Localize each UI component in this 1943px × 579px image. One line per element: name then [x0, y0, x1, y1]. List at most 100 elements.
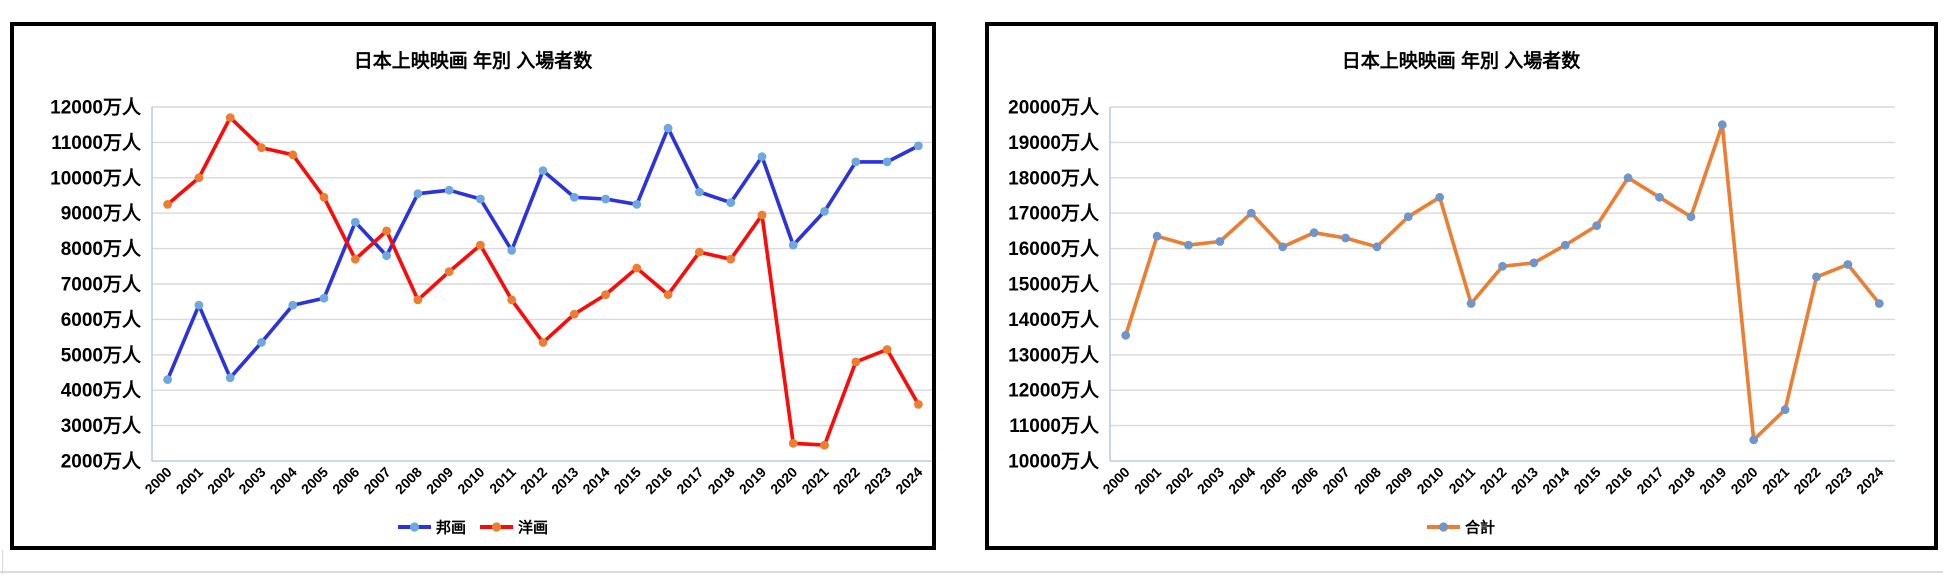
data-point-marker — [1749, 435, 1759, 445]
y-tick-label: 10000万人 — [1008, 451, 1100, 473]
x-tick-label: 2010 — [1413, 464, 1446, 497]
data-point-marker — [194, 173, 204, 183]
y-tick-label: 5000万人 — [61, 344, 142, 366]
x-tick-label: 2013 — [1508, 464, 1541, 497]
x-tick-label: 2008 — [1351, 464, 1384, 497]
data-point-marker — [851, 357, 861, 367]
x-tick-label: 2013 — [548, 464, 581, 497]
data-point-marker — [601, 194, 610, 204]
data-point-marker — [914, 400, 923, 409]
x-tick-label: 2016 — [642, 464, 675, 497]
x-tick-label: 2010 — [454, 464, 487, 497]
x-tick-label: 2015 — [611, 464, 644, 497]
y-tick-label: 7000万人 — [61, 274, 142, 296]
data-point-marker — [194, 300, 204, 310]
data-point-marker — [163, 200, 173, 209]
x-tick-label: 2007 — [360, 464, 393, 497]
line-chart-svg: 日本上映映画 年別 入場者数 10000万人 11000万人 12000万人 13000… — [1008, 49, 1895, 537]
data-point-marker — [350, 254, 360, 264]
x-tick-label: 2019 — [1696, 464, 1729, 497]
data-point-marker — [882, 157, 892, 167]
data-point-marker — [350, 217, 360, 227]
data-point-marker — [288, 150, 298, 160]
y-tick-label: 20000万人 — [1008, 97, 1100, 119]
data-point-marker — [632, 263, 642, 273]
y-tick-label: 2000万人 — [61, 451, 142, 473]
chart-attendance-domestic-foreign[interactable]: 日本上映映画 年別 入場者数 2000万人 3000万人 4000万人 5000万人 60… — [10, 22, 936, 550]
y-tick-label: 14000万人 — [1008, 309, 1100, 331]
legend-item-0[interactable]: 邦画 — [398, 519, 466, 537]
legend-item-0[interactable]: 合計 — [1427, 519, 1495, 537]
data-point-marker — [413, 295, 423, 305]
data-point-marker — [726, 198, 736, 208]
x-tick-label: 2017 — [673, 464, 706, 497]
chart-title: 日本上映映画 年別 入場者数 — [354, 49, 594, 72]
x-tick-label: 2005 — [298, 464, 331, 497]
data-point-marker — [569, 309, 579, 319]
data-point-marker — [319, 293, 329, 303]
data-point-marker — [1780, 405, 1790, 415]
data-point-marker — [1592, 221, 1602, 231]
y-tick-label: 6000万人 — [61, 309, 142, 331]
series-line-0 — [1123, 122, 1882, 442]
legend-label: 邦画 — [436, 519, 466, 537]
x-tick-label: 2009 — [423, 464, 456, 497]
x-tick-label: 2017 — [1633, 464, 1666, 497]
data-point-marker — [914, 141, 923, 151]
x-tick-label: 2011 — [486, 464, 519, 497]
data-point-marker — [413, 189, 423, 199]
data-point-marker — [695, 247, 704, 257]
data-point-marker — [1152, 231, 1162, 241]
data-point-marker — [663, 290, 673, 299]
data-point-marker — [382, 251, 391, 261]
data-point-marker — [1498, 261, 1507, 271]
x-tick-label: 2006 — [1288, 464, 1321, 497]
y-tick-label: 12000万人 — [50, 97, 142, 119]
data-point-marker — [632, 200, 642, 209]
x-tick-label: 2024 — [892, 464, 925, 497]
data-point-marker — [1184, 240, 1193, 250]
y-tick-label: 9000万人 — [61, 203, 142, 225]
chart-attendance-total[interactable]: 日本上映映画 年別 入場者数 10000万人 11000万人 12000万人 13000… — [985, 22, 1938, 550]
legend-marker-icon — [1438, 522, 1449, 532]
line-chart-svg: 日本上映映画 年別 入場者数 2000万人 3000万人 4000万人 5000万人 60… — [50, 49, 932, 537]
x-tick-label: 2012 — [1476, 464, 1509, 497]
x-tick-label: 2020 — [1727, 464, 1760, 497]
y-tick-label: 11000万人 — [51, 132, 142, 154]
y-tick-label: 3000万人 — [61, 415, 142, 437]
y-tick-label: 8000万人 — [61, 238, 142, 260]
data-point-marker — [444, 185, 454, 195]
legend-item-1[interactable]: 洋画 — [480, 519, 548, 537]
x-tick-label: 2024 — [1853, 464, 1886, 497]
data-point-marker — [444, 267, 454, 276]
legend-marker-icon — [491, 522, 502, 532]
x-tick-label: 2021 — [798, 464, 831, 497]
data-point-marker — [507, 246, 517, 255]
data-point-marker — [820, 207, 829, 216]
y-tick-label: 18000万人 — [1008, 167, 1100, 189]
data-point-marker — [601, 290, 610, 299]
x-tick-label: 2014 — [579, 464, 612, 497]
data-point-marker — [757, 210, 767, 220]
x-tick-label: 2022 — [1790, 464, 1823, 497]
x-tick-label: 2007 — [1319, 464, 1352, 497]
y-tick-label: 12000万人 — [1008, 380, 1100, 402]
x-tick-label: 2015 — [1570, 464, 1603, 497]
x-tick-label: 2019 — [736, 464, 769, 497]
data-point-marker — [1372, 242, 1382, 252]
x-tick-label: 2001 — [1131, 464, 1164, 497]
x-tick-label: 2023 — [861, 464, 894, 497]
legend-label: 合計 — [1464, 519, 1495, 537]
y-tick-label: 16000万人 — [1008, 238, 1100, 260]
data-point-marker — [1686, 212, 1696, 222]
data-point-marker — [1466, 299, 1476, 308]
data-point-marker — [1435, 192, 1445, 202]
x-tick-label: 2008 — [392, 464, 425, 497]
data-point-marker — [788, 438, 798, 448]
data-point-marker — [382, 226, 391, 236]
spreadsheet-gridline-horizontal — [0, 571, 1943, 573]
data-point-marker — [882, 345, 892, 354]
x-tick-label: 2012 — [517, 464, 550, 497]
data-point-marker — [663, 123, 673, 133]
x-tick-label: 2002 — [1162, 464, 1195, 497]
